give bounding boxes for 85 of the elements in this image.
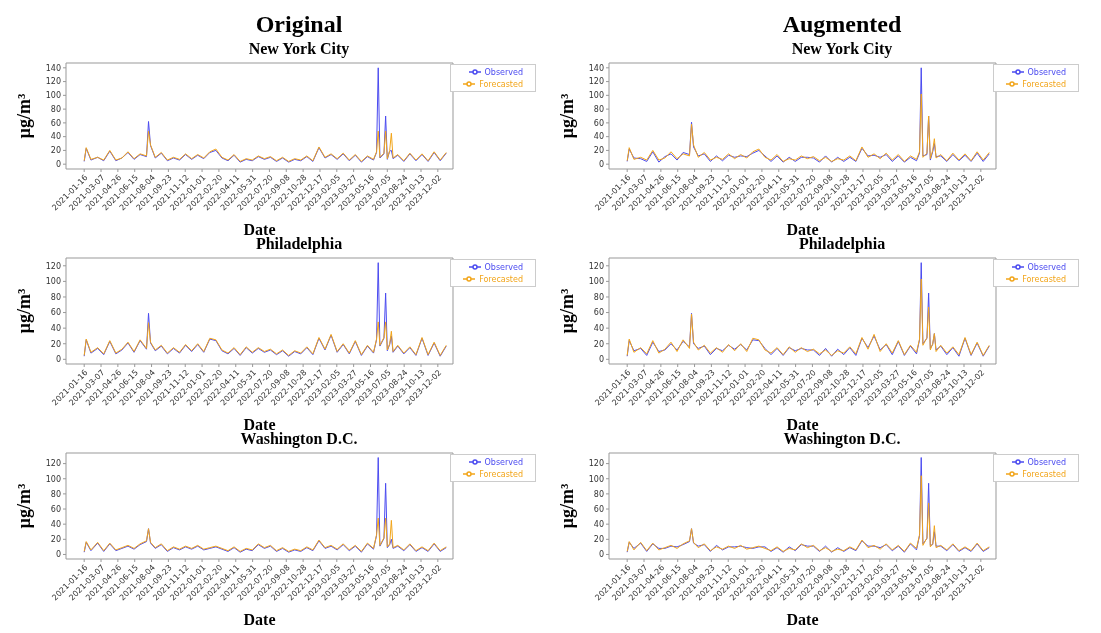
y-axis-title: µg/m³ bbox=[14, 93, 35, 139]
y-tick-label: 100 bbox=[45, 91, 61, 101]
y-tick-label: 120 bbox=[45, 77, 61, 87]
line-series bbox=[83, 321, 447, 356]
chart-title: Philadelphia bbox=[797, 235, 887, 253]
y-tick-label: 20 bbox=[50, 535, 61, 545]
y-tick-label: 80 bbox=[593, 489, 604, 499]
line-series bbox=[83, 517, 447, 552]
y-tick-label: 60 bbox=[50, 504, 61, 514]
y-tick-label: 100 bbox=[588, 91, 604, 101]
y-tick-label: 40 bbox=[593, 520, 604, 530]
y-tick-label: 20 bbox=[50, 146, 61, 156]
chart-title: Philadelphia bbox=[254, 235, 344, 253]
y-tick-label: 60 bbox=[593, 308, 604, 318]
legend-label: Observed bbox=[1027, 262, 1066, 272]
text: Original bbox=[255, 11, 343, 37]
y-tick-label: 0 bbox=[55, 160, 61, 170]
y-tick-label: 100 bbox=[45, 277, 61, 287]
chart-title: New York City bbox=[247, 40, 351, 58]
y-axis-title: µg/m³ bbox=[14, 288, 35, 334]
y-tick-label: 0 bbox=[55, 355, 61, 365]
chart-title: Washington D.C. bbox=[782, 430, 902, 448]
y-tick-label: 100 bbox=[588, 277, 604, 287]
x-axis-title: Date bbox=[243, 611, 276, 628]
y-tick-label: 120 bbox=[588, 77, 604, 87]
legend-label: Forecasted bbox=[1022, 274, 1066, 284]
y-tick-label: 80 bbox=[593, 292, 604, 302]
y-tick-label: 100 bbox=[45, 474, 61, 484]
legend-label: Forecasted bbox=[479, 79, 523, 89]
y-tick-label: 40 bbox=[50, 323, 61, 333]
legend-label: Observed bbox=[484, 457, 523, 467]
y-tick-label: 20 bbox=[50, 339, 61, 349]
y-tick-label: 20 bbox=[593, 339, 604, 349]
y-tick-label: 40 bbox=[593, 132, 604, 142]
line-series bbox=[626, 475, 990, 552]
y-axis-title: µg/m³ bbox=[557, 483, 578, 529]
y-tick-label: 140 bbox=[588, 63, 604, 73]
y-tick-label: 120 bbox=[45, 261, 61, 271]
y-axis-title: µg/m³ bbox=[557, 93, 578, 139]
y-tick-label: 60 bbox=[593, 118, 604, 128]
y-axis-title: µg/m³ bbox=[14, 483, 35, 529]
y-tick-label: 60 bbox=[50, 308, 61, 318]
legend-label: Forecasted bbox=[1022, 469, 1066, 479]
x-axis-title: Date bbox=[243, 416, 276, 433]
legend-label: Forecasted bbox=[1022, 79, 1066, 89]
legend-label: Forecasted bbox=[479, 469, 523, 479]
line-series bbox=[83, 130, 447, 162]
chart-title: New York City bbox=[790, 40, 894, 58]
y-tick-label: 0 bbox=[598, 355, 604, 365]
x-axis-title: Date bbox=[243, 221, 276, 238]
y-tick-label: 60 bbox=[593, 504, 604, 514]
line-series bbox=[626, 278, 990, 356]
legend-label: Observed bbox=[484, 262, 523, 272]
legend-label: Observed bbox=[1027, 457, 1066, 467]
legend-label: Observed bbox=[1027, 67, 1066, 77]
y-tick-label: 120 bbox=[588, 261, 604, 271]
y-tick-label: 40 bbox=[593, 323, 604, 333]
y-tick-label: 120 bbox=[45, 459, 61, 469]
text: Augmented bbox=[782, 11, 902, 37]
y-tick-label: 0 bbox=[598, 160, 604, 170]
legend-label: Forecasted bbox=[479, 274, 523, 284]
y-tick-label: 140 bbox=[45, 63, 61, 73]
y-tick-label: 0 bbox=[55, 550, 61, 560]
y-tick-label: 120 bbox=[588, 459, 604, 469]
x-axis-title: Date bbox=[786, 416, 819, 433]
y-tick-label: 80 bbox=[50, 489, 61, 499]
y-tick-label: 80 bbox=[50, 104, 61, 114]
y-tick-label: 80 bbox=[50, 292, 61, 302]
legend-label: Observed bbox=[484, 67, 523, 77]
y-tick-label: 20 bbox=[593, 146, 604, 156]
y-tick-label: 80 bbox=[593, 104, 604, 114]
line-series bbox=[83, 262, 447, 357]
y-tick-label: 20 bbox=[593, 535, 604, 545]
x-axis-title: Date bbox=[786, 611, 819, 628]
y-tick-label: 40 bbox=[50, 520, 61, 530]
x-axis-title: Date bbox=[786, 221, 819, 238]
y-tick-label: 0 bbox=[598, 550, 604, 560]
line-series bbox=[83, 457, 447, 553]
y-axis-title: µg/m³ bbox=[557, 288, 578, 334]
y-tick-label: 40 bbox=[50, 132, 61, 142]
y-tick-label: 100 bbox=[588, 474, 604, 484]
line-series bbox=[626, 93, 990, 162]
y-tick-label: 60 bbox=[50, 118, 61, 128]
line-series bbox=[83, 67, 447, 163]
chart-title: Washington D.C. bbox=[239, 430, 359, 448]
